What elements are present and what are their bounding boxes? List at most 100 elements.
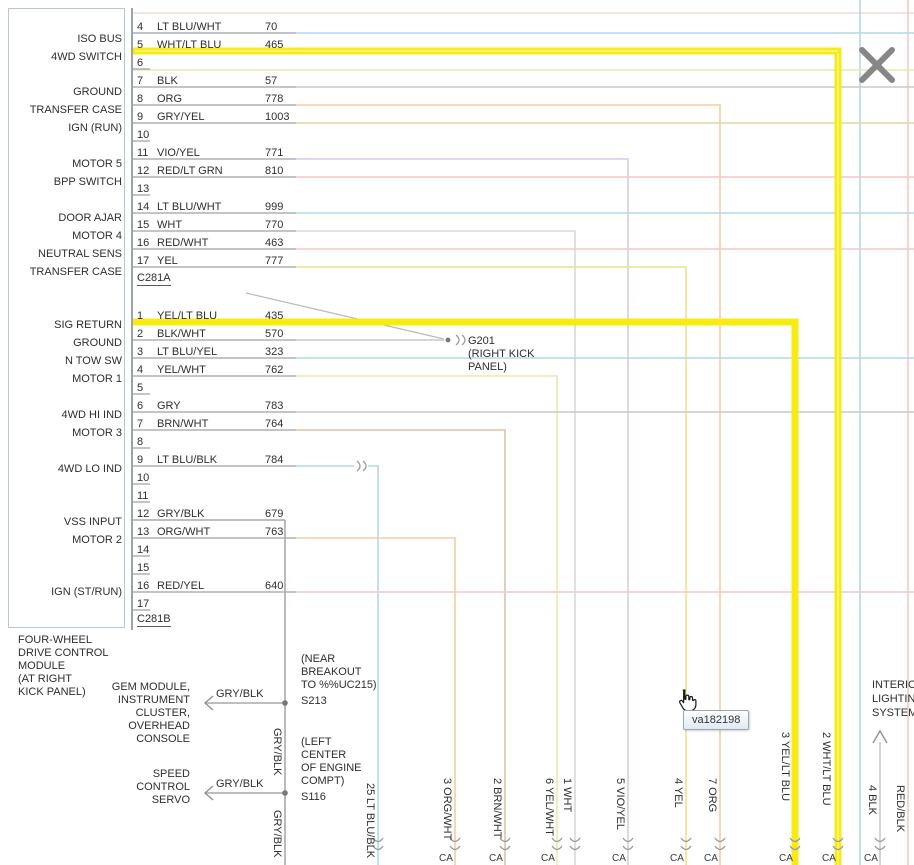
pin-circuit-number: 679 [265, 508, 284, 520]
bottom-connector-label: CA [439, 853, 453, 864]
pin-function-label: 4WD SWITCH [51, 51, 122, 63]
pin-wire-color: GRY [157, 400, 181, 412]
pin-function-label: TRANSFER CASE [29, 104, 122, 116]
vertical-wire-label: GRY/BLK [271, 810, 283, 858]
pin-circuit-number: 784 [265, 454, 284, 466]
pin-row: 11 VIO/YEL 771 [133, 146, 298, 164]
pin-row: 13 [133, 182, 298, 200]
connector-stub-lines [133, 32, 296, 611]
wire-label-gry-blk: GRY/BLK [216, 688, 264, 700]
pin-row: 3 LT BLU/YEL 323 [133, 345, 298, 363]
connector-c281b-pin-table: 1 YEL/LT BLU 435 2 BLK/WHT 570 3 LT BLU/… [133, 309, 298, 615]
pin-circuit-number: 57 [265, 75, 278, 87]
pin-circuit-number: 763 [265, 526, 284, 538]
pin-function-label: ISO BUS [77, 33, 122, 45]
pin-row: 5 [133, 381, 298, 399]
g201-name: G201 [468, 335, 495, 347]
vertical-wire-label: 2 BRN/WHT [491, 778, 503, 839]
pin-row: 15 [133, 561, 298, 579]
bottom-connector-label: CA [704, 853, 718, 864]
pin-row: 11 [133, 489, 298, 507]
pin-circuit-number: 783 [265, 400, 284, 412]
pin-row: 7 BLK 57 [133, 74, 298, 92]
splice-s213-label: (NEAR BREAKOUT TO %%UC215) S213 [301, 653, 377, 707]
pin-circuit-number: 778 [265, 93, 284, 105]
splice-s116-name: S116 [301, 791, 326, 803]
pin-row: 13 ORG/WHT 763 [133, 525, 298, 543]
pin-number: 17 [137, 598, 150, 610]
hand-cursor-icon [674, 688, 700, 720]
pin-row: 17 YEL 777 [133, 254, 298, 272]
pin-row: 5 WHT/LT BLU 465 [133, 38, 298, 56]
pin-function-label: MOTOR 1 [72, 373, 122, 385]
pin-wire-color: RED/YEL [157, 580, 205, 592]
pin-circuit-number: 999 [265, 201, 284, 213]
pin-number: 3 [137, 346, 144, 358]
pin-number: 6 [137, 400, 144, 412]
pin-number: 14 [137, 544, 150, 556]
pin-wire-color: YEL/WHT [157, 364, 206, 376]
splice-s116-label: (LEFT CENTER OF ENGINE COMPT) S116 [301, 736, 362, 803]
pin-number: 12 [137, 165, 150, 177]
pin-function-label: IGN (ST/RUN) [51, 586, 122, 598]
pin-function-label: TRANSFER CASE [29, 266, 122, 278]
highlighted-wire-wht-lt-blu[interactable] [133, 47, 842, 865]
pin-function-label: MOTOR 2 [72, 534, 122, 546]
g201-location: PANEL) [468, 361, 507, 373]
pale-circuit-wires [245, 32, 914, 865]
pin-wire-color: BLK/WHT [157, 328, 206, 340]
gem-module-label: GEM MODULE, INSTRUMENT CLUSTER, OVERHEAD… [111, 681, 190, 745]
pin-function-label: SIG RETURN [54, 319, 122, 331]
pin-row: 4 YEL/WHT 762 [133, 363, 298, 381]
pin-function-label: GROUND [73, 337, 122, 349]
pin-circuit-number: 465 [265, 39, 284, 51]
pin-circuit-number: 70 [265, 21, 278, 33]
pin-circuit-number: 764 [265, 418, 284, 430]
splice-and-ground-dots [282, 337, 451, 796]
g201-location: (RIGHT KICK [468, 348, 535, 360]
left-arrow-gem-icon [203, 695, 214, 711]
pin-wire-color: LT BLU/BLK [157, 454, 218, 466]
splice-s213-name: S213 [301, 695, 327, 707]
branch-arrows [203, 695, 888, 801]
pin-circuit-number: 323 [265, 346, 284, 358]
close-icon [859, 47, 895, 83]
pin-number: 14 [137, 201, 150, 213]
pin-wire-color: WHT/LT BLU [157, 39, 222, 51]
vertical-wire-label: 2 WHT/LT BLU [820, 732, 832, 806]
pin-number: 5 [137, 382, 144, 394]
module-pin-label-box [8, 8, 125, 628]
pin-wire-color: LT BLU/YEL [157, 346, 218, 358]
highlighted-wire-yel-lt-blu[interactable] [133, 318, 799, 865]
pin-number: 13 [137, 526, 150, 538]
bottom-connector-label: CA [541, 853, 555, 864]
pin-wire-color: GRY/BLK [157, 508, 205, 520]
vertical-wire-label: 3 ORG/WHT [441, 778, 453, 841]
pale-pass-through-wires [133, 0, 914, 865]
connector-body-line [131, 8, 133, 630]
pin-row: 9 GRY/YEL 1003 [133, 110, 298, 128]
pin-circuit-number: 771 [265, 147, 284, 159]
pin-row: 10 [133, 471, 298, 489]
pin-wire-color: BRN/WHT [157, 418, 209, 430]
pin-circuit-number: 640 [265, 580, 284, 592]
pin-row: 12 RED/LT GRN 810 [133, 164, 298, 182]
pin-circuit-number: 435 [265, 310, 284, 322]
close-button[interactable] [852, 40, 902, 90]
pin-function-label: VSS INPUT [63, 516, 122, 528]
pin-circuit-number: 777 [265, 255, 284, 267]
pin-number: 10 [137, 472, 150, 484]
connector-c281a-pin-table: 4 LT BLU/WHT 70 5 WHT/LT BLU 465 6 7 BLK… [133, 20, 298, 272]
pin-number: 8 [137, 436, 144, 448]
vertical-wire-label: LT BLU/BLK [364, 798, 376, 859]
vertical-wire-label: 7 ORG [706, 778, 718, 813]
pin-wire-color: GRY/YEL [157, 111, 205, 123]
pin-row: 8 ORG 778 [133, 92, 298, 110]
pin-row: 14 LT BLU/WHT 999 [133, 200, 298, 218]
pin-number: 16 [137, 580, 150, 592]
pin-number: 1 [137, 310, 144, 322]
up-arrow-interior-icon [872, 729, 888, 744]
pin-wire-color: LT BLU/WHT [157, 21, 222, 33]
pin-function-label: 4WD HI IND [61, 409, 123, 421]
